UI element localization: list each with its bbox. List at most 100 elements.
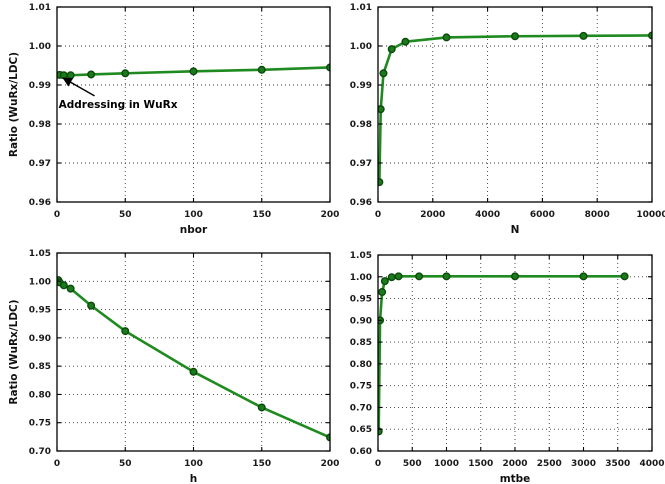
x-tick-label: 150 [252,210,271,220]
y-tick-label: 1.05 [29,249,51,259]
y-tick-label: 0.75 [29,419,51,429]
data-point [66,284,75,293]
x-tick-label: 0 [54,210,60,220]
data-point [121,327,130,336]
tick-marks-h [56,252,331,452]
data-point [442,33,451,42]
x-tick-label: 4000 [639,459,664,469]
series-line [377,275,626,433]
data-point [379,69,388,78]
plot-mtbe: 0 500 1000 1500 2000 2500 3000 3500 4000 0.60 0.65… [350,251,665,484]
y-tick-label: 0.97 [350,159,372,169]
x-axis-label-nbor: nbor [180,224,208,236]
tick-marks-nbor [56,6,331,203]
plot-nbor: 0 50 100 150 200 0.96 0.97 0.98 0.99 1.00 1.01 nbor… [8,3,339,236]
y-tick-label: 0.90 [29,334,51,344]
y-tick-label: 1.00 [29,42,51,52]
y-tick-label: 1.01 [350,3,372,13]
x-tick-label: 200 [321,210,340,220]
y-tick-label: 0.70 [350,403,372,413]
x-tick-label: 2000 [502,459,527,469]
y-tick-label: 0.65 [350,425,372,435]
gridlines-h [56,252,331,452]
x-tick-label: 50 [119,459,132,469]
x-tick-label: 150 [252,459,271,469]
x-tick-label: 4000 [475,210,500,220]
y-tick-label: 0.60 [350,447,372,457]
data-point [378,288,387,297]
x-tick-label: 1500 [468,459,493,469]
y-tick-label: 0.90 [350,316,372,326]
y-tick-label: 0.97 [29,159,51,169]
data-point [87,70,96,79]
data-series-nbor [56,63,331,80]
y-tick-label: 0.98 [29,120,51,130]
data-point [121,69,130,78]
x-tick-label: 100 [184,210,203,220]
x-tick-label: 200 [321,459,340,469]
y-tick-label: 0.96 [350,198,372,208]
y-tick-label: 0.99 [350,81,372,91]
series-line [57,278,331,439]
y-axis-label: Ratio (WuRx/LDC) [8,52,20,157]
data-point [579,272,588,281]
x-tick-label: 10000 [636,210,665,220]
tick-marks-mtbe [377,254,653,452]
x-tick-label: 0 [54,459,60,469]
data-point [387,45,396,54]
y-axis-label: Ratio (WuRx/LDC) [8,299,20,404]
data-point [579,31,588,40]
plot-N: 0 2000 4000 6000 8000 10000 0.96 0.97 0.98 0.99 1.… [350,3,665,236]
x-tick-label: 500 [403,459,422,469]
y-tick-label: 1.00 [350,273,372,283]
data-point [380,277,389,286]
annotation-text: Addressing in WuRx [59,99,178,111]
y-tick-label: 0.95 [350,295,372,305]
series-line [378,34,653,184]
plot-h: 0 50 100 150 200 0.70 0.75 0.80 0.85 0.90 0.95 1.00… [8,249,339,484]
x-tick-label: 3000 [571,459,596,469]
annotation-arrow [62,77,95,97]
y-tick-label: 0.70 [29,447,51,457]
data-point [387,273,396,282]
data-point [442,272,451,281]
x-axis-label-mtbe: mtbe [500,473,531,484]
x-tick-label: 2500 [537,459,562,469]
y-tick-label: 0.85 [350,338,372,348]
x-tick-label: 0 [375,210,381,220]
y-tick-label: 0.95 [29,306,51,316]
data-point [257,65,266,74]
x-tick-label: 6000 [530,210,555,220]
x-tick-label: 3500 [605,459,630,469]
data-point [87,301,96,310]
plot-frame [377,6,653,203]
data-series-N [377,31,653,187]
x-axis-label-N: N [511,224,520,236]
x-tick-label: 1000 [434,459,459,469]
data-point [415,272,424,281]
y-tick-label: 1.05 [350,251,372,261]
gridlines-mtbe [377,254,653,452]
tick-marks-N [377,6,653,203]
y-tick-label: 0.99 [29,81,51,91]
data-point [59,71,68,80]
y-tick-label: 0.98 [350,120,372,130]
x-tick-label: 8000 [585,210,610,220]
data-point [511,272,520,281]
y-tick-label: 0.96 [29,198,51,208]
data-point [377,105,385,114]
plot-frame [377,254,653,452]
data-point [59,281,68,290]
data-point [257,403,266,412]
y-tick-label: 0.80 [350,360,372,370]
y-tick-label: 1.00 [29,277,51,287]
x-tick-label: 2000 [420,210,445,220]
y-tick-label: 0.80 [29,390,51,400]
data-series-h [56,276,331,442]
x-tick-label: 0 [375,459,381,469]
data-point [401,37,410,46]
y-tick-label: 0.85 [29,362,51,372]
data-point [394,272,403,281]
